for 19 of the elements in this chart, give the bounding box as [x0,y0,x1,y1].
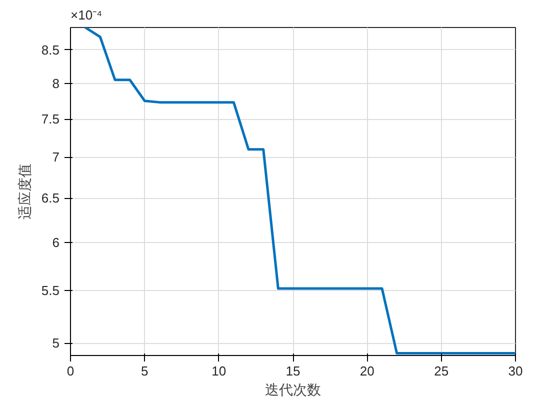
x-tick-label: 15 [286,364,300,378]
x-tick-label: 10 [212,364,226,378]
x-tick-label: 20 [360,364,374,378]
x-axis-title: 迭代次数 [265,382,321,398]
x-tick-label: 30 [508,364,523,378]
x-tick-label: 0 [66,364,74,378]
text: ×10⁻⁴ [70,8,102,22]
x-tick-label: 5 [141,364,148,378]
y-tick-label: 5.5 [41,283,60,298]
x-tick-label: 25 [434,364,449,378]
y-tick-label: 8.5 [41,42,60,58]
y-tick-label: 8 [52,76,60,91]
y-tick-label: 7 [52,150,60,165]
y-axis-title: 适应度值 [17,164,34,220]
y-tick-label: 6 [52,234,60,250]
line-series [84,28,516,354]
y-tick-label: 6.5 [41,190,60,206]
y-tick-label: 7.5 [41,112,60,127]
y-tick-label: 5 [52,336,60,351]
